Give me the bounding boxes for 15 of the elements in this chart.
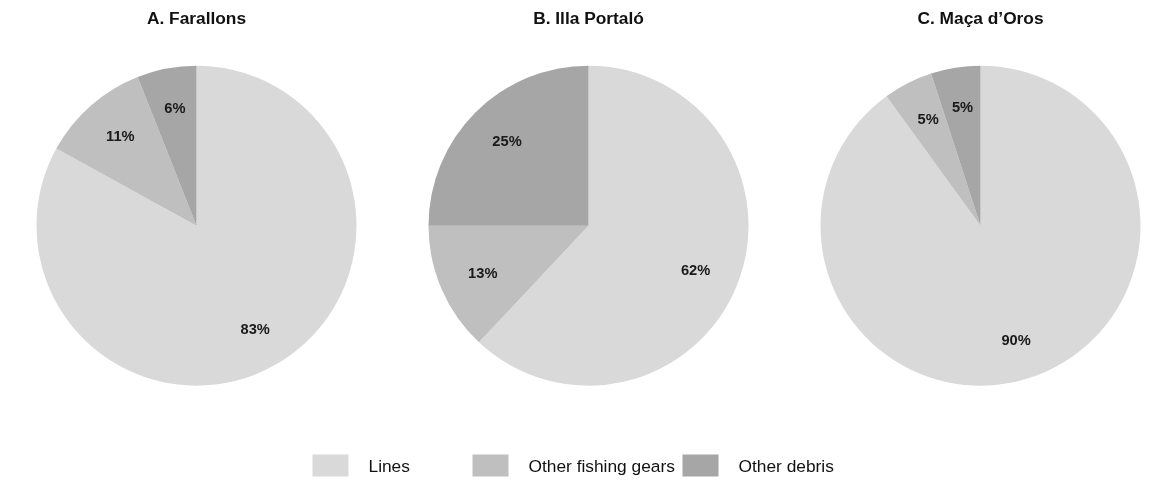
- legend-label: Lines: [368, 455, 411, 476]
- legend-label: Other fishing gears: [528, 455, 676, 476]
- data-label: 62%: [680, 261, 711, 278]
- data-label: 83%: [240, 320, 270, 337]
- chart-title: A. Farallons: [146, 7, 247, 28]
- data-label: 25%: [492, 132, 522, 149]
- data-label: 5%: [917, 110, 939, 127]
- data-label: 5%: [951, 99, 974, 116]
- chart-title: B. Illa Portaló: [533, 7, 644, 28]
- data-label: 11%: [106, 127, 135, 144]
- chart-title: C. Maça d’Oros: [917, 7, 1044, 28]
- data-label: 6%: [164, 99, 186, 116]
- data-label: 13%: [468, 265, 498, 282]
- data-label: 90%: [1001, 331, 1031, 348]
- legend-label: Other debris: [738, 455, 835, 476]
